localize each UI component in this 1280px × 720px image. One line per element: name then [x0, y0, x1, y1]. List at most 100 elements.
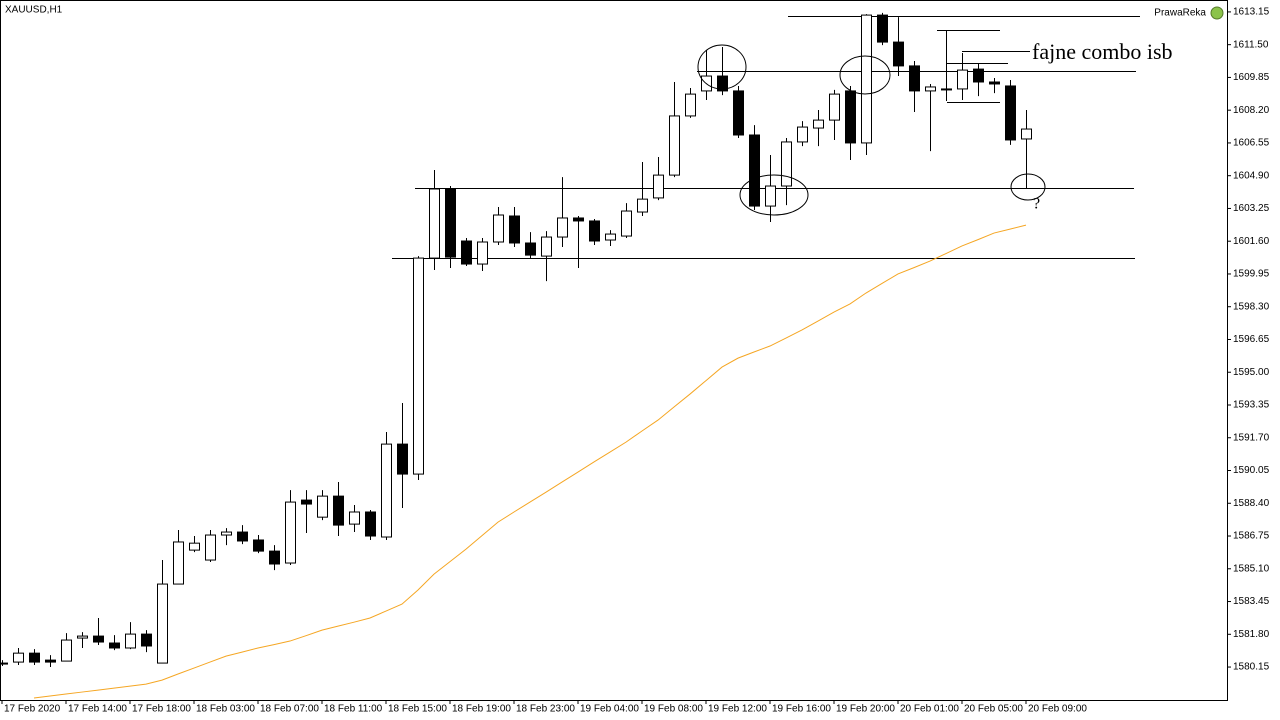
drawings: [697, 44, 1046, 216]
candle-body: [189, 542, 200, 551]
candle-body: [1021, 128, 1032, 140]
y-tick-label: 1583.45: [1233, 596, 1270, 607]
y-tick-label: 1611.50: [1233, 39, 1269, 50]
candle-body: [813, 119, 824, 129]
candle-body: [797, 126, 808, 143]
candle-body: [637, 198, 648, 213]
moving-average: [33, 224, 1027, 699]
candle-body: [573, 217, 584, 222]
candle-body: [733, 90, 744, 136]
candle-body: [93, 635, 104, 643]
y-tick-label: 1586.75: [1233, 531, 1270, 542]
candle-body: [541, 236, 552, 257]
y-tick-label: 1604.90: [1233, 170, 1270, 181]
y-tick-label: 1603.25: [1233, 203, 1270, 214]
candle-body: [77, 635, 88, 639]
candle-body: [925, 86, 936, 92]
candle-body: [669, 115, 680, 176]
annotation: fajne combo isb: [1032, 39, 1173, 64]
y-tick-label: 1599.95: [1233, 269, 1270, 280]
x-tick-label: 18 Feb 11:00: [324, 704, 383, 715]
plot-area: [0, 12, 1140, 699]
candle-body: [941, 88, 952, 91]
x-tick-label: 19 Feb 12:00: [708, 704, 767, 715]
candle-body: [989, 81, 1000, 85]
candle-body: [717, 75, 728, 92]
candle-body: [509, 215, 520, 244]
x-tick-label: 19 Feb 08:00: [644, 704, 703, 715]
candle-body: [845, 90, 856, 144]
candle-body: [237, 531, 248, 542]
candle-body: [413, 257, 424, 475]
candle-body: [349, 511, 360, 525]
candle-body: [557, 217, 568, 238]
ellipse: [1010, 173, 1046, 201]
candle-body: [749, 134, 760, 207]
y-tick-label: 1593.35: [1233, 400, 1270, 411]
y-tick-label: 1585.10: [1233, 563, 1270, 574]
x-tick-label: 18 Feb 03:00: [196, 704, 255, 715]
y-tick-label: 1596.65: [1233, 334, 1270, 345]
x-tick-label: 20 Feb 05:00: [964, 704, 1023, 715]
candle-body: [477, 241, 488, 265]
candle-body: [253, 539, 264, 552]
candle-body: [0, 662, 8, 665]
candle-body: [29, 652, 40, 663]
x-tick-label: 19 Feb 16:00: [772, 704, 831, 715]
candle-body: [781, 141, 792, 187]
x-tick-label: 18 Feb 15:00: [388, 704, 447, 715]
x-tick-label: 19 Feb 20:00: [836, 704, 895, 715]
candle-body: [429, 188, 440, 259]
candle-body: [877, 14, 888, 43]
x-tick-label: 17 Feb 14:00: [68, 704, 127, 715]
x-tick-label: 18 Feb 07:00: [260, 704, 319, 715]
y-tick-label: 1601.60: [1233, 236, 1270, 247]
candle-body: [525, 242, 536, 256]
candle-body: [141, 633, 152, 647]
candle-body: [365, 511, 376, 537]
ellipse: [839, 55, 891, 95]
candle-body: [221, 531, 232, 536]
candle-body: [493, 214, 504, 243]
x-tick-label: 20 Feb 01:00: [900, 704, 959, 715]
candle-body: [269, 550, 280, 565]
x-tick-label: 17 Feb 2020: [4, 704, 61, 715]
frame: [0, 0, 1228, 701]
candle-body: [957, 69, 968, 90]
y-tick-label: 1613.15: [1233, 7, 1270, 18]
x-tick-label: 19 Feb 04:00: [580, 704, 639, 715]
symbol: XAUUSD,H1: [5, 5, 63, 16]
candle-body: [861, 14, 872, 144]
candle-body: [461, 240, 472, 265]
y-tick-label: 1581.80: [1233, 629, 1270, 640]
candle-body: [61, 639, 72, 662]
candle-body: [285, 501, 296, 564]
candle-body: [173, 541, 184, 585]
candle-body: [301, 499, 312, 505]
y-tick-label: 1609.85: [1233, 72, 1270, 83]
y-tick-label: 1580.15: [1233, 662, 1270, 673]
candle-body: [829, 93, 840, 121]
candle-body: [685, 93, 696, 117]
candle-body: [1005, 85, 1016, 141]
y-tick-label: 1595.00: [1233, 367, 1270, 378]
candle-body: [205, 534, 216, 561]
x-tick-label: 18 Feb 19:00: [452, 704, 511, 715]
candle-body: [909, 65, 920, 92]
annotation: ?: [1033, 196, 1040, 213]
candle-body: [653, 174, 664, 199]
candle-body: [605, 233, 616, 241]
candle-body: [445, 188, 456, 258]
y-tick-label: 1588.40: [1233, 498, 1270, 509]
y-tick-label: 1598.30: [1233, 301, 1270, 312]
candle-body: [589, 220, 600, 242]
candle-body: [381, 443, 392, 538]
candle-body: [333, 495, 344, 526]
candle-body: [317, 495, 328, 518]
candle-body: [157, 583, 168, 664]
candle-body: [621, 210, 632, 237]
y-tick-label: 1591.70: [1233, 432, 1270, 443]
